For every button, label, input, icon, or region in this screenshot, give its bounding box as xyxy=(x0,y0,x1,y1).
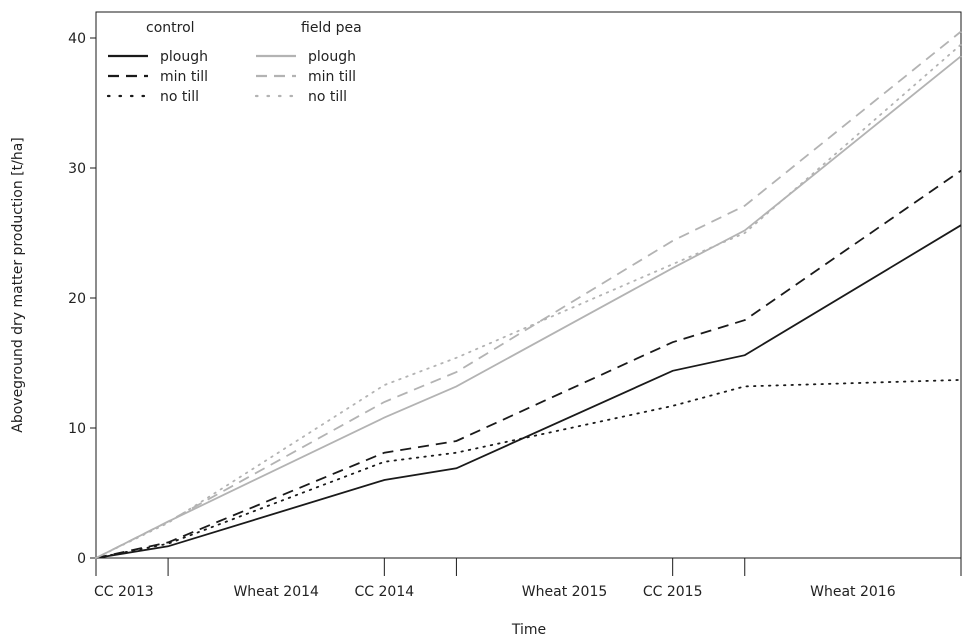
y-tick-label: 40 xyxy=(68,31,86,47)
x-tick-label: Wheat 2014 xyxy=(233,584,319,600)
legend-entry-label: min till xyxy=(308,69,356,85)
x-axis-label: Time xyxy=(511,622,546,638)
x-tick-label: Wheat 2016 xyxy=(810,584,896,600)
series-line-field-pea-min-till xyxy=(95,30,962,559)
legend-group-title: field pea xyxy=(301,20,362,36)
x-tick-label: CC 2013 xyxy=(94,584,154,600)
x-tick-label: CC 2014 xyxy=(355,584,415,600)
y-axis-label: Aboveground dry matter production [t/ha] xyxy=(10,137,26,433)
x-axis: CC 2013 Wheat 2014 CC 2014 Wheat 2015 CC 201… xyxy=(94,558,962,600)
series-line-field-pea-no-till xyxy=(95,43,962,559)
legend-entry-label: plough xyxy=(308,49,356,65)
legend-entry-label: plough xyxy=(160,49,208,65)
series-line-field-pea-plough xyxy=(95,55,962,559)
legend-group-title: control xyxy=(146,20,195,36)
y-tick-label: 10 xyxy=(68,421,86,437)
x-tick-label: Wheat 2015 xyxy=(522,584,607,600)
legend: control plough min till no till field pea plo… xyxy=(106,20,362,105)
series-line-control-no-till xyxy=(95,378,962,559)
series-line-control-plough xyxy=(95,224,962,559)
plot-frame xyxy=(95,11,962,559)
series-layer xyxy=(95,30,962,559)
legend-entry-label: min till xyxy=(160,69,208,85)
series-line-control-min-till xyxy=(95,169,962,559)
legend-entry-label: no till xyxy=(160,89,199,105)
x-tick-label: CC 2015 xyxy=(643,584,703,600)
y-axis: 0 10 20 30 40 xyxy=(68,31,96,567)
y-tick-label: 20 xyxy=(68,291,86,307)
y-tick-label: 30 xyxy=(68,161,86,177)
legend-entry-label: no till xyxy=(308,89,347,105)
y-tick-label: 0 xyxy=(77,551,86,567)
